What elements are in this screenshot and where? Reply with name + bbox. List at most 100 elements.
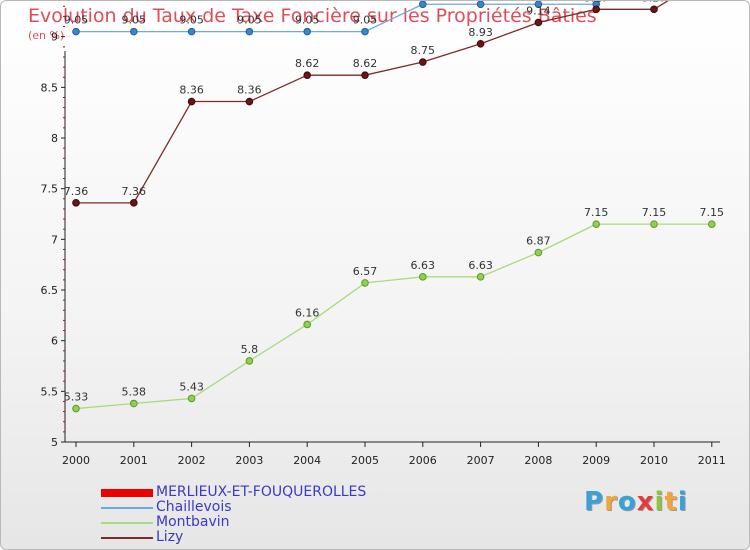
logo-letter: P bbox=[584, 487, 605, 517]
legend-label: MERLIEUX-ET-FOUQUEROLLES bbox=[156, 484, 367, 500]
data-point bbox=[650, 5, 658, 14]
data-point bbox=[476, 273, 485, 281]
legend-swatch bbox=[101, 489, 153, 497]
x-tick-label: 2006 bbox=[409, 454, 437, 467]
data-label: 6.57 bbox=[353, 265, 378, 278]
data-label: 6.63 bbox=[468, 259, 493, 272]
legend-label: Chaillevois bbox=[156, 499, 232, 515]
data-point bbox=[303, 27, 312, 36]
data-label: 9.05 bbox=[295, 14, 320, 27]
logo-letter: i bbox=[654, 487, 665, 517]
data-point bbox=[303, 320, 312, 329]
data-point bbox=[72, 199, 80, 207]
data-point bbox=[592, 220, 601, 228]
data-point bbox=[245, 97, 254, 106]
data-label: 9.05 bbox=[237, 14, 262, 27]
data-point bbox=[419, 273, 427, 281]
legend-label: Lizy bbox=[156, 529, 184, 545]
data-label: 6.87 bbox=[526, 235, 551, 248]
logo-letter: x bbox=[636, 487, 655, 517]
logo-letter: i bbox=[677, 487, 688, 517]
data-label: 9.27 bbox=[584, 1, 609, 4]
x-tick-label: 2005 bbox=[351, 454, 379, 467]
data-point bbox=[534, 18, 543, 27]
x-tick-label: 2010 bbox=[640, 454, 668, 467]
data-label: 8.93 bbox=[468, 26, 493, 39]
data-label: 5.38 bbox=[122, 385, 147, 398]
data-point bbox=[592, 5, 601, 14]
data-label: 5.8 bbox=[241, 343, 259, 356]
data-label: 8.36 bbox=[237, 84, 262, 97]
logo-letter: t bbox=[664, 487, 678, 517]
y-tick-label: 5.5 bbox=[41, 385, 59, 398]
proxiti-logo: Proxiti bbox=[584, 487, 688, 517]
x-tick-label: 2001 bbox=[120, 454, 148, 467]
data-label: 9.05 bbox=[179, 14, 204, 27]
x-tick-label: 2007 bbox=[467, 454, 495, 467]
data-point bbox=[361, 279, 369, 287]
data-label: 9.05 bbox=[353, 14, 378, 27]
series-line bbox=[76, 1, 669, 204]
y-tick-label: 6 bbox=[51, 335, 58, 348]
x-tick-label: 2008 bbox=[524, 454, 552, 467]
data-point bbox=[187, 27, 196, 36]
data-label: 7.15 bbox=[700, 206, 725, 219]
data-point bbox=[72, 27, 80, 36]
data-point bbox=[187, 394, 196, 403]
logo-letter: r bbox=[604, 487, 618, 517]
data-point bbox=[130, 199, 138, 207]
x-tick-label: 2009 bbox=[582, 454, 610, 467]
x-tick-label: 2004 bbox=[293, 454, 321, 467]
data-label: 7.15 bbox=[642, 206, 667, 219]
y-tick-label: 8 bbox=[51, 132, 58, 145]
data-label: 9.05 bbox=[122, 14, 147, 27]
data-point bbox=[361, 71, 369, 79]
data-label: 8.62 bbox=[353, 57, 378, 70]
data-label: 8.36 bbox=[179, 84, 204, 97]
data-point bbox=[419, 58, 427, 66]
data-label: 6.63 bbox=[411, 259, 436, 272]
unit-label: (en %) bbox=[28, 29, 65, 42]
data-point bbox=[130, 399, 138, 408]
data-label: 6.16 bbox=[295, 306, 320, 319]
legend-label: Montbavin bbox=[156, 514, 230, 530]
data-point bbox=[72, 404, 80, 413]
logo-letter: o bbox=[617, 487, 637, 517]
data-label: 9.05 bbox=[64, 14, 89, 27]
data-point bbox=[476, 1, 485, 9]
legend-swatch bbox=[101, 522, 153, 524]
y-tick-label: 5 bbox=[51, 436, 58, 449]
data-point bbox=[534, 1, 543, 9]
data-point bbox=[130, 27, 138, 36]
y-tick-label: 7 bbox=[51, 233, 58, 246]
data-point bbox=[187, 97, 196, 106]
data-point bbox=[303, 71, 312, 79]
x-tick-label: 2003 bbox=[235, 454, 263, 467]
series-line bbox=[75, 223, 712, 410]
data-point bbox=[534, 248, 543, 257]
data-point bbox=[650, 220, 658, 228]
y-tick-label: 6.5 bbox=[41, 284, 59, 297]
x-tick-label: 2000 bbox=[62, 454, 90, 467]
data-label: 7.36 bbox=[122, 185, 147, 198]
y-tick-label: 7.5 bbox=[41, 183, 59, 196]
data-point bbox=[708, 220, 716, 228]
data-label: 5.43 bbox=[179, 380, 204, 393]
y-tick-label: 8.5 bbox=[41, 81, 59, 94]
data-label: 9.27 bbox=[642, 1, 667, 4]
data-label: 5.33 bbox=[64, 391, 89, 404]
series-line bbox=[76, 1, 602, 33]
data-label: 9.14 bbox=[526, 4, 551, 17]
data-label: 8.75 bbox=[411, 44, 436, 57]
chart-title: Evolution du Taux de Taxe Foncière sur l… bbox=[28, 5, 597, 27]
data-point bbox=[245, 357, 254, 365]
data-label: 8.62 bbox=[295, 57, 320, 70]
data-label: 7.15 bbox=[584, 206, 609, 219]
data-point bbox=[419, 1, 427, 9]
data-point bbox=[476, 39, 485, 48]
y-tick-label: 9 bbox=[51, 31, 58, 44]
x-tick-label: 2011 bbox=[698, 454, 726, 467]
legend-swatch bbox=[101, 537, 153, 539]
